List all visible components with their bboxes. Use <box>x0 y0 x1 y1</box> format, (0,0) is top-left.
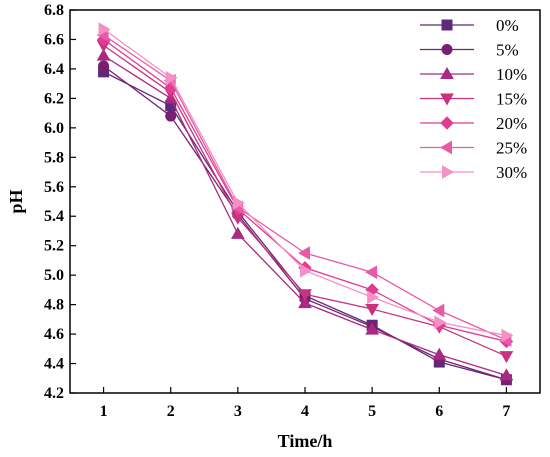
y-axis-title: pH <box>6 189 26 213</box>
data-point <box>98 60 110 72</box>
data-point <box>298 289 312 302</box>
data-point <box>300 263 313 278</box>
data-point <box>96 48 111 61</box>
series-lines <box>96 22 514 386</box>
legend: 0% 5% 10% 15% 20% 25% 30% <box>420 16 527 182</box>
x-tick-label: 2 <box>167 403 175 420</box>
legend-label: 20% <box>496 114 527 133</box>
y-tick-label: 6.2 <box>44 90 64 107</box>
y-tick-label: 6.4 <box>44 61 64 78</box>
y-tick-label: 4.2 <box>44 385 64 402</box>
x-tick-label: 6 <box>435 403 443 420</box>
data-point <box>499 351 514 364</box>
y-tick-label: 4.6 <box>44 326 64 343</box>
legend-marker <box>439 140 452 155</box>
legend-label: 10% <box>496 65 527 84</box>
axis-ticks: 1 2 3 4 5 6 7 4.2 4.4 4.6 4.8 5.0 5.2 5.4 5.6 5.8 6.0 6.2… <box>44 2 510 420</box>
data-point <box>232 196 245 210</box>
data-point <box>367 290 380 305</box>
x-axis-title: Time/h <box>278 431 333 451</box>
data-point <box>434 315 447 330</box>
y-tick-label: 5.6 <box>44 179 64 196</box>
legend-label: 5% <box>496 41 519 60</box>
data-point <box>365 304 380 317</box>
legend-entry: 0% <box>420 16 519 35</box>
legend-marker <box>441 19 453 31</box>
legend-label: 0% <box>496 16 519 35</box>
data-point <box>432 303 445 318</box>
y-tick-label: 6.8 <box>44 2 64 19</box>
plot-frame <box>69 9 541 394</box>
series-1 <box>98 60 512 386</box>
legend-marker <box>440 116 454 130</box>
y-tick-label: 5.8 <box>44 149 64 166</box>
data-point <box>230 226 245 239</box>
data-point <box>365 265 378 280</box>
series-0 <box>98 66 512 386</box>
x-tick-label: 4 <box>301 403 309 420</box>
y-tick-label: 6.0 <box>44 120 64 137</box>
legend-marker <box>442 165 455 179</box>
legend-entry: 15% <box>420 90 527 109</box>
data-point <box>297 246 310 260</box>
legend-entry: 30% <box>420 163 527 182</box>
data-point <box>165 70 178 85</box>
legend-label: 30% <box>496 163 527 182</box>
data-point <box>499 368 514 381</box>
data-point <box>165 110 177 122</box>
legend-entry: 10% <box>420 65 527 84</box>
y-tick-label: 6.6 <box>44 31 64 48</box>
y-tick-label: 5.2 <box>44 238 64 255</box>
y-tick-label: 4.4 <box>44 356 64 373</box>
data-point <box>298 296 312 309</box>
data-point <box>98 22 111 37</box>
legend-marker <box>440 93 454 106</box>
legend-entry: 20% <box>420 114 527 133</box>
legend-marker <box>440 66 454 79</box>
plot-border <box>69 9 541 394</box>
legend-marker <box>441 44 453 55</box>
series-3 <box>96 40 514 364</box>
series-line <box>103 65 507 381</box>
legend-label: 15% <box>496 90 527 109</box>
data-point <box>365 322 380 335</box>
legend-entry: 25% <box>420 139 527 158</box>
series-line <box>103 44 507 357</box>
y-tick-label: 5.4 <box>44 208 64 225</box>
y-tick-label: 4.8 <box>44 297 64 314</box>
x-tick-label: 5 <box>368 403 376 420</box>
series-6 <box>98 22 514 343</box>
legend-entry: 5% <box>420 41 519 60</box>
x-tick-label: 7 <box>502 403 510 420</box>
x-tick-label: 1 <box>100 403 108 420</box>
y-tick-label: 5.0 <box>44 267 64 284</box>
x-tick-label: 3 <box>234 403 242 420</box>
data-point <box>432 347 447 360</box>
data-point <box>501 328 514 343</box>
legend-label: 25% <box>496 139 527 158</box>
